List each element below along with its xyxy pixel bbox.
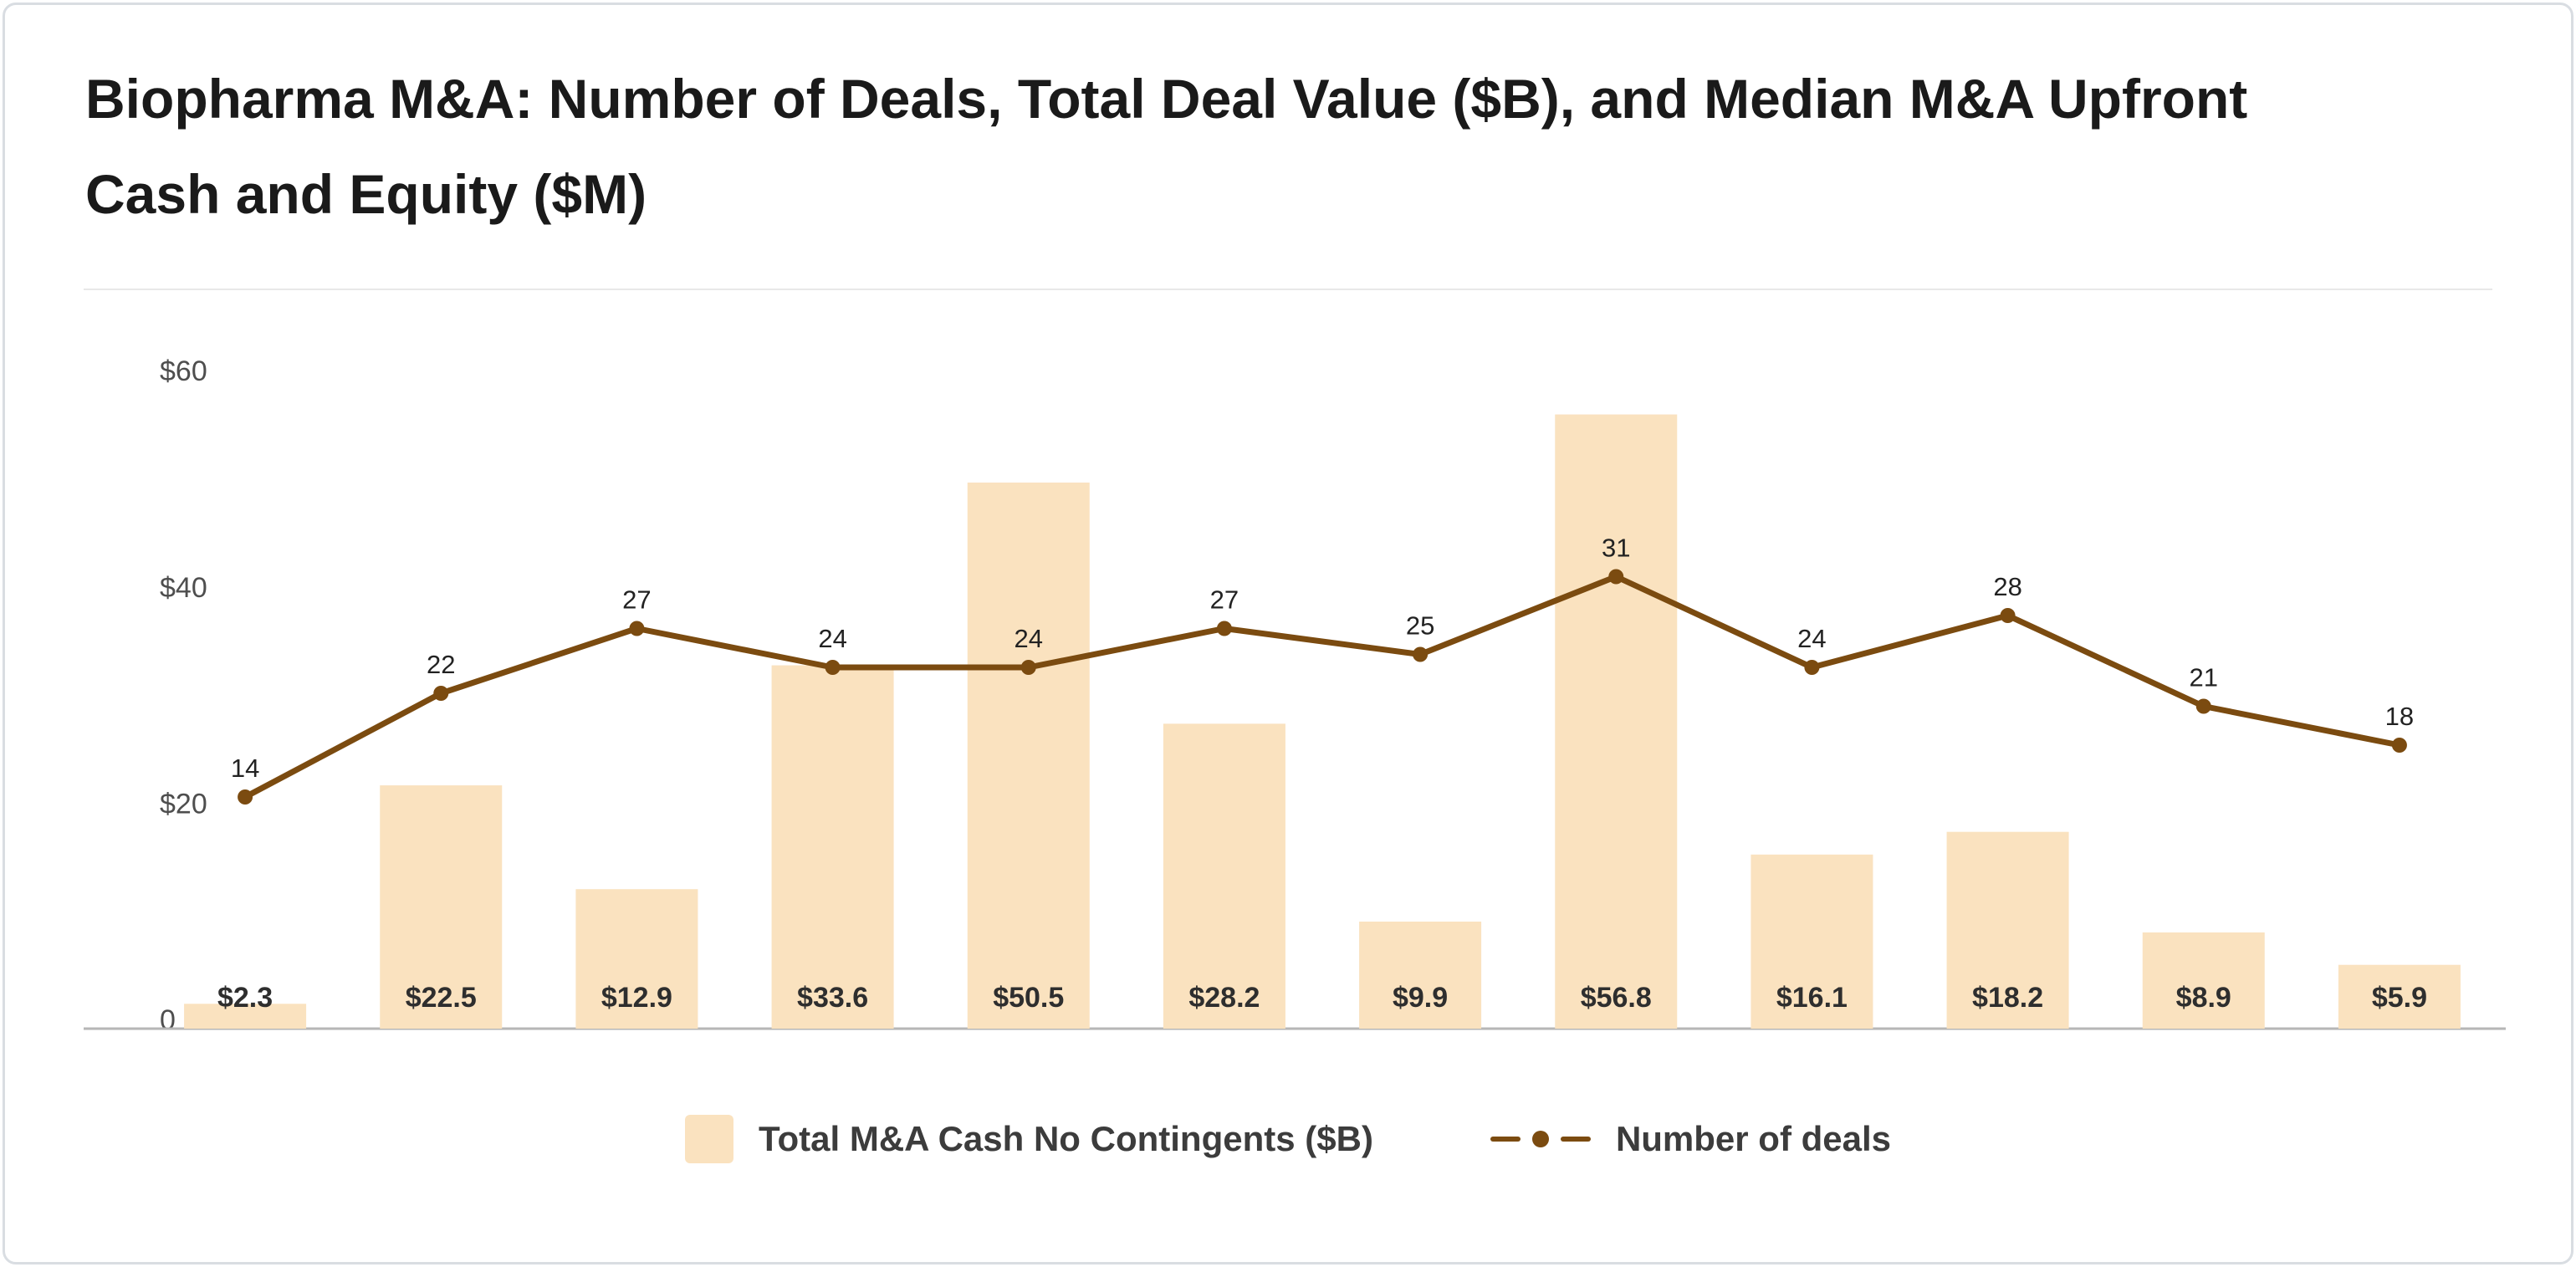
- bar: [1555, 414, 1678, 1029]
- bar-swatch-icon: [684, 1115, 733, 1164]
- bar: [771, 665, 894, 1029]
- deals-point-label: 22: [427, 650, 455, 679]
- bar: [1359, 922, 1482, 1029]
- bar-value-label: $16.1: [1776, 982, 1848, 1014]
- bar: [1751, 854, 1873, 1029]
- bar: [1163, 723, 1285, 1029]
- deals-point-label: 14: [231, 754, 259, 783]
- deals-point: [2195, 698, 2211, 714]
- deals-point-label: 21: [2190, 663, 2218, 692]
- combo-chart: $60 $40 $20 0 $2.3 $22.5 $12.9 $33.6 $50.5 $28.2 $…: [84, 355, 2506, 1036]
- bar: [2338, 964, 2461, 1029]
- bar-value-label: $22.5: [406, 982, 477, 1014]
- y-axis-tick-label: $60: [160, 355, 207, 387]
- chart-card: Biopharma M&A: Number of Deals, Total De…: [3, 3, 2573, 1264]
- deals-point: [1608, 569, 1624, 585]
- line-marker-icon: [1490, 1131, 1591, 1148]
- bar: [184, 1004, 307, 1029]
- deals-point: [238, 789, 253, 805]
- deals-point-label: 24: [1015, 624, 1043, 653]
- bar: [1946, 831, 2069, 1029]
- bar: [575, 889, 698, 1029]
- deals-line: [242, 574, 2403, 800]
- legend-label-line: Number of deals: [1615, 1119, 1892, 1159]
- deals-point-label: 31: [1602, 534, 1630, 563]
- deals-point: [1804, 660, 1820, 676]
- bar-value-label: $8.9: [2176, 982, 2231, 1014]
- deals-point: [433, 686, 449, 702]
- deals-point-label: 28: [1993, 572, 2021, 601]
- bar-value-label: $18.2: [1972, 982, 2043, 1014]
- deals-point: [2000, 608, 2016, 624]
- deals-point-label: 27: [622, 585, 651, 615]
- deals-point: [629, 621, 645, 636]
- deals-point: [1216, 621, 1232, 636]
- legend-label-bars: Total M&A Cash No Contingents ($B): [758, 1119, 1373, 1159]
- bar: [2142, 932, 2265, 1029]
- chart-title: Biopharma M&A: Number of Deals, Total De…: [85, 68, 2248, 225]
- deals-point: [1413, 646, 1429, 662]
- deals-point-label: 24: [1797, 624, 1826, 653]
- bar: [967, 483, 1090, 1029]
- legend-item-line: Number of deals: [1490, 1119, 1891, 1159]
- bar-value-label: $33.6: [797, 982, 868, 1014]
- deals-point-label: 24: [818, 624, 846, 653]
- deals-point: [1020, 660, 1036, 676]
- deals-point: [825, 660, 841, 676]
- bar-value-label: $2.3: [217, 982, 273, 1014]
- y-axis-tick-label: $20: [160, 788, 207, 820]
- bar-value-label: $5.9: [2372, 982, 2427, 1014]
- bar-value-label: $50.5: [993, 982, 1064, 1014]
- legend-item-bars: Total M&A Cash No Contingents ($B): [684, 1115, 1373, 1164]
- bar-value-label: $12.9: [601, 982, 672, 1014]
- deals-point-label: 25: [1406, 611, 1434, 641]
- y-axis-tick-label: 0: [160, 1004, 176, 1036]
- legend: Total M&A Cash No Contingents ($B) Numbe…: [5, 1115, 2571, 1164]
- deals-point-label: 27: [1210, 585, 1239, 615]
- bar: [380, 785, 503, 1029]
- bar-value-label: $9.9: [1393, 982, 1448, 1014]
- bar-value-label: $56.8: [1581, 982, 1652, 1014]
- divider: [84, 289, 2492, 291]
- bar-value-label: $28.2: [1188, 982, 1260, 1014]
- y-axis-tick-label: $40: [160, 572, 207, 604]
- deals-point: [2391, 738, 2407, 754]
- deals-point-label: 18: [2385, 702, 2414, 731]
